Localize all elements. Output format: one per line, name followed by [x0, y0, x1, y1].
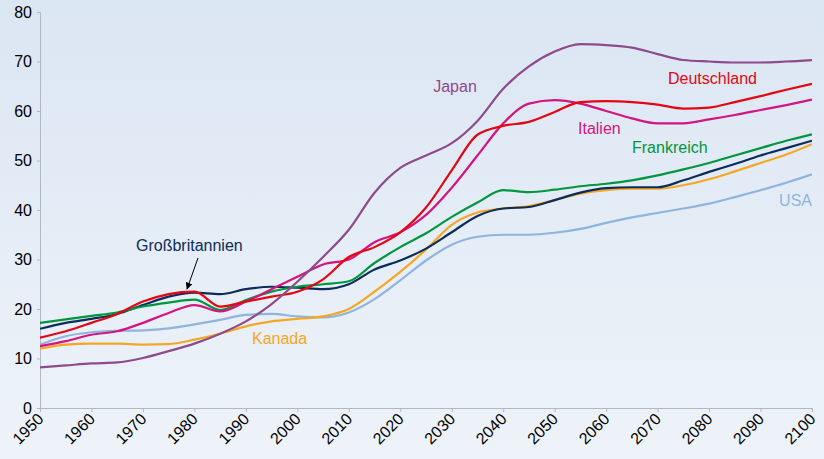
y-tick-mark: [37, 359, 40, 360]
y-tick: 50: [14, 152, 40, 169]
x-tick: 2050: [524, 408, 561, 447]
y-tick-label: 50: [14, 152, 32, 169]
y-axis-line: [37, 13, 41, 409]
x-tick-label: 1990: [215, 410, 252, 447]
series-line: [40, 44, 812, 367]
x-tick: 2100: [781, 408, 818, 447]
x-tick: 1960: [61, 408, 98, 447]
x-tick-mark: [143, 408, 144, 412]
x-tick: 2030: [421, 408, 458, 447]
series-label: Japan: [433, 78, 477, 95]
x-tick: 2080: [678, 408, 715, 447]
x-tick-mark: [297, 408, 298, 412]
x-tick: 1970: [112, 408, 149, 447]
x-tick-mark: [400, 408, 401, 412]
y-tick-mark: [37, 309, 40, 310]
chart: 1950196019701980199020002010202020302040…: [0, 0, 824, 459]
series-line: [40, 84, 812, 338]
x-tick: 2040: [473, 408, 510, 447]
x-tick-label: 2040: [473, 410, 510, 447]
series-label: Deutschland: [668, 70, 757, 87]
y-tick: 10: [14, 350, 40, 367]
y-tick-mark: [37, 161, 40, 162]
y-axis: 0 10 20 30 40 50 60 70 80: [14, 4, 40, 417]
y-tick-label: 70: [14, 53, 32, 70]
x-tick-mark: [761, 408, 762, 412]
y-tick: 20: [14, 301, 40, 318]
x-tick: 2060: [576, 408, 613, 447]
label-arrow: [187, 258, 198, 289]
x-tick: 2000: [267, 408, 304, 447]
plot: 1950196019701980199020002010202020302040…: [9, 4, 818, 448]
y-tick: 0: [23, 400, 40, 417]
series-line: [40, 134, 812, 323]
series-label: Italien: [578, 120, 621, 137]
x-tick-label: 2030: [421, 410, 458, 447]
y-tick: 70: [14, 53, 40, 70]
y-tick-label: 0: [23, 400, 32, 417]
x-tick-mark: [555, 408, 556, 412]
x-tick: 2070: [627, 408, 664, 447]
y-tick-mark: [37, 62, 40, 63]
y-tick-label: 40: [14, 202, 32, 219]
x-tick-mark: [658, 408, 659, 412]
y-tick-label: 30: [14, 251, 32, 268]
y-tick: 80: [14, 4, 40, 21]
x-tick: 2090: [730, 408, 767, 447]
x-tick-label: 2060: [576, 410, 613, 447]
series-line: [40, 174, 812, 344]
x-tick-mark: [812, 408, 813, 412]
x-tick-label: 2010: [318, 410, 355, 447]
x-tick-label: 2050: [524, 410, 561, 447]
series-line: [40, 141, 812, 329]
y-tick: 40: [14, 202, 40, 219]
y-tick-label: 20: [14, 301, 32, 318]
x-tick-mark: [503, 408, 504, 412]
x-tick-mark: [246, 408, 247, 412]
y-tick: 60: [14, 103, 40, 120]
lines: [40, 44, 812, 367]
x-tick: 2010: [318, 408, 355, 447]
series-label: Großbritannien: [136, 237, 243, 254]
x-tick-mark: [91, 408, 92, 412]
x-tick-label: 1980: [164, 410, 201, 447]
y-tick-mark: [37, 111, 40, 112]
series-labels: Japan Deutschland Italien Frankreich Großbri…: [136, 70, 812, 347]
x-tick-label: 2020: [370, 410, 407, 447]
x-tick-label: 1970: [112, 410, 149, 447]
x-tick-label: 2100: [781, 410, 818, 447]
x-tick-mark: [709, 408, 710, 412]
x-tick-mark: [194, 408, 195, 412]
x-tick: 1980: [164, 408, 201, 447]
x-tick: 2020: [370, 408, 407, 447]
x-tick-mark: [452, 408, 453, 412]
x-tick-label: 2090: [730, 410, 767, 447]
y-tick-mark: [37, 210, 40, 211]
y-tick-mark: [37, 12, 40, 13]
y-tick-mark: [37, 260, 40, 261]
x-tick-mark: [349, 408, 350, 412]
y-tick-mark: [37, 408, 40, 409]
series-label: Kanada: [252, 330, 307, 347]
series-label: USA: [779, 192, 812, 209]
series-line: [40, 100, 812, 347]
background: [0, 0, 824, 459]
x-tick-label: 1960: [61, 410, 98, 447]
y-tick-label: 60: [14, 103, 32, 120]
x-tick-label: 2070: [627, 410, 664, 447]
x-tick-mark: [606, 408, 607, 412]
x-axis-line: [41, 409, 813, 413]
x-axis: 1950196019701980199020002010202020302040…: [9, 408, 818, 447]
y-tick-label: 80: [14, 4, 32, 21]
x-tick-label: 2080: [678, 410, 715, 447]
x-tick-label: 2000: [267, 410, 304, 447]
y-tick: 30: [14, 251, 40, 268]
x-tick: 1990: [215, 408, 252, 447]
y-tick-label: 10: [14, 350, 32, 367]
series-label: Frankreich: [632, 139, 708, 156]
